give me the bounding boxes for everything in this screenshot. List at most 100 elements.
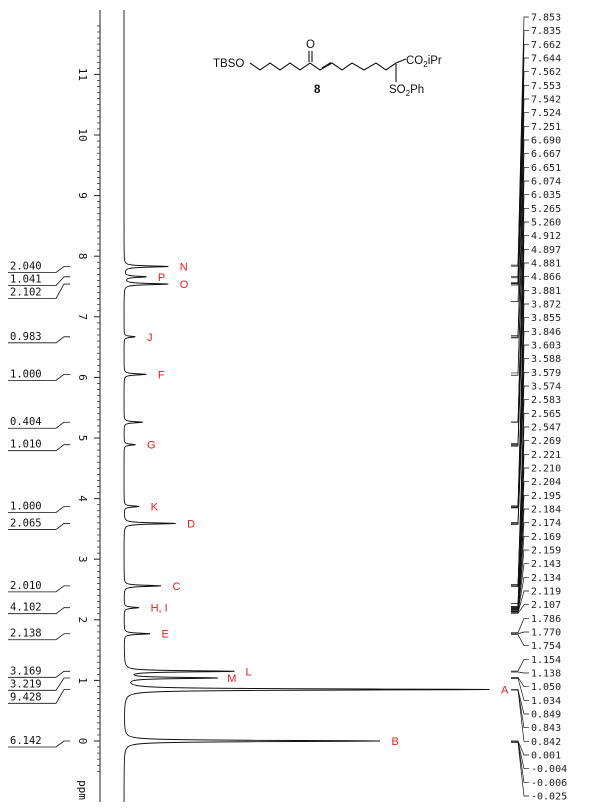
shift-connector	[511, 741, 529, 783]
shift-value: -0.025	[531, 792, 567, 803]
peak-apex	[148, 633, 151, 635]
shift-list-group: 7.853 7.835 7.662 7.644 7.562 7.553 7.542 7.524…	[511, 13, 567, 803]
shift-connector	[511, 617, 529, 634]
shift-value: 2.174	[531, 518, 561, 529]
shift-value: 6.667	[531, 149, 561, 160]
integral-connector	[46, 421, 70, 429]
integral-value: 3.219	[10, 678, 42, 690]
shift-value: 7.524	[531, 108, 561, 119]
compound-structure: TBSO O CO2iPr SO2Ph 8	[213, 39, 442, 98]
shift-value: 0.849	[531, 710, 561, 721]
integral-value: 0.404	[10, 416, 42, 428]
integral-connector	[46, 607, 70, 615]
shift-value: 2.184	[531, 505, 561, 516]
shift-connector	[511, 634, 529, 647]
shift-connector	[511, 481, 529, 608]
axis-tick-label: 0	[76, 738, 89, 745]
spectrum-trace	[123, 10, 490, 802]
shift-value: 1.050	[531, 682, 561, 693]
shift-value: -0.006	[531, 778, 567, 789]
axis-tick-label: 3	[76, 556, 89, 563]
shift-value: 3.588	[531, 354, 561, 365]
shift-value: 3.603	[531, 341, 561, 352]
tbso-label: TBSO	[213, 58, 244, 70]
integral-connector	[46, 740, 70, 748]
integral-value: 0.983	[10, 331, 42, 343]
carbon-chain	[249, 62, 397, 71]
shift-connector	[511, 508, 529, 609]
spectrum-trace-group	[123, 10, 490, 802]
shift-connector	[511, 689, 529, 715]
shift-value: 2.269	[531, 436, 561, 447]
shift-value: 2.210	[531, 464, 561, 475]
integral-value: 2.102	[10, 287, 42, 299]
integral-value: 9.428	[10, 691, 42, 703]
integral-connector	[46, 373, 70, 381]
shift-value: 3.574	[531, 382, 561, 393]
shift-value: 2.547	[531, 423, 561, 434]
integral-value: 1.000	[10, 500, 42, 512]
shift-value: 7.853	[531, 13, 561, 24]
shift-connector	[511, 125, 529, 302]
peak-apex	[488, 688, 490, 691]
integral-connector	[46, 677, 70, 691]
shift-connector	[511, 166, 529, 339]
integral-connector	[46, 633, 70, 641]
shift-value: 1.754	[531, 641, 561, 652]
shift-connector	[511, 631, 529, 635]
shift-value: 6.074	[531, 177, 561, 188]
shift-value: 4.912	[531, 231, 561, 242]
integral-value: 1.000	[10, 368, 42, 380]
shift-value: 1.770	[531, 628, 561, 639]
shift-value: 7.662	[531, 40, 561, 51]
shift-value: 2.143	[531, 559, 561, 570]
axis-unit-label: ppm	[76, 780, 89, 800]
shift-value: 1.034	[531, 696, 561, 707]
shift-connector	[511, 221, 529, 423]
shift-value: 1.786	[531, 614, 561, 625]
integral-connector	[46, 523, 70, 530]
axis-tick-label: 9	[76, 192, 89, 199]
integral-value: 2.065	[10, 517, 42, 529]
integral-connector	[46, 283, 70, 299]
shift-value: 2.583	[531, 395, 561, 406]
integral-value: 1.041	[10, 274, 42, 286]
peak-label: K	[151, 501, 159, 513]
shift-connector	[511, 677, 529, 701]
shift-value: 2.195	[531, 491, 561, 502]
compound-number: 8	[314, 84, 321, 96]
shift-value: 7.644	[531, 54, 561, 65]
shift-value: 1.154	[531, 655, 561, 666]
shift-value: 6.690	[531, 136, 561, 147]
shift-value: 4.866	[531, 272, 561, 283]
peak-apex	[138, 607, 140, 609]
shift-value: 3.881	[531, 286, 561, 297]
peak-apex	[167, 265, 169, 268]
peak-label: C	[173, 581, 181, 593]
sulfonyl-group-label: SO2Ph	[389, 84, 424, 98]
shift-value: 7.251	[531, 122, 561, 133]
shift-value: 5.260	[531, 218, 561, 229]
shift-connector	[511, 671, 529, 674]
shift-connector	[511, 677, 529, 688]
peak-apex	[134, 444, 136, 446]
peak-apex	[174, 522, 176, 525]
peak-apex	[159, 585, 162, 587]
axis-tick-label: 10	[76, 128, 89, 141]
axis-tick-label: 4	[76, 495, 89, 502]
integral-value: 1.010	[10, 439, 42, 451]
peak-label-group: N P O J F G K D C H, I E LM A B	[147, 262, 509, 748]
peak-label: M	[227, 673, 236, 685]
ester-group-label: CO2iPr	[406, 55, 442, 69]
shift-value: 2.204	[531, 477, 561, 488]
shift-value: 2.565	[531, 409, 561, 420]
peak-label: G	[147, 440, 156, 452]
shift-value: 3.846	[531, 327, 561, 338]
peak-label: L	[246, 666, 252, 678]
integral-connector	[46, 585, 70, 593]
integral-connector	[46, 336, 70, 344]
axis-tick-label: 5	[76, 435, 89, 442]
axis-tick-label: 11	[76, 68, 89, 81]
shift-value: 7.553	[531, 81, 561, 92]
